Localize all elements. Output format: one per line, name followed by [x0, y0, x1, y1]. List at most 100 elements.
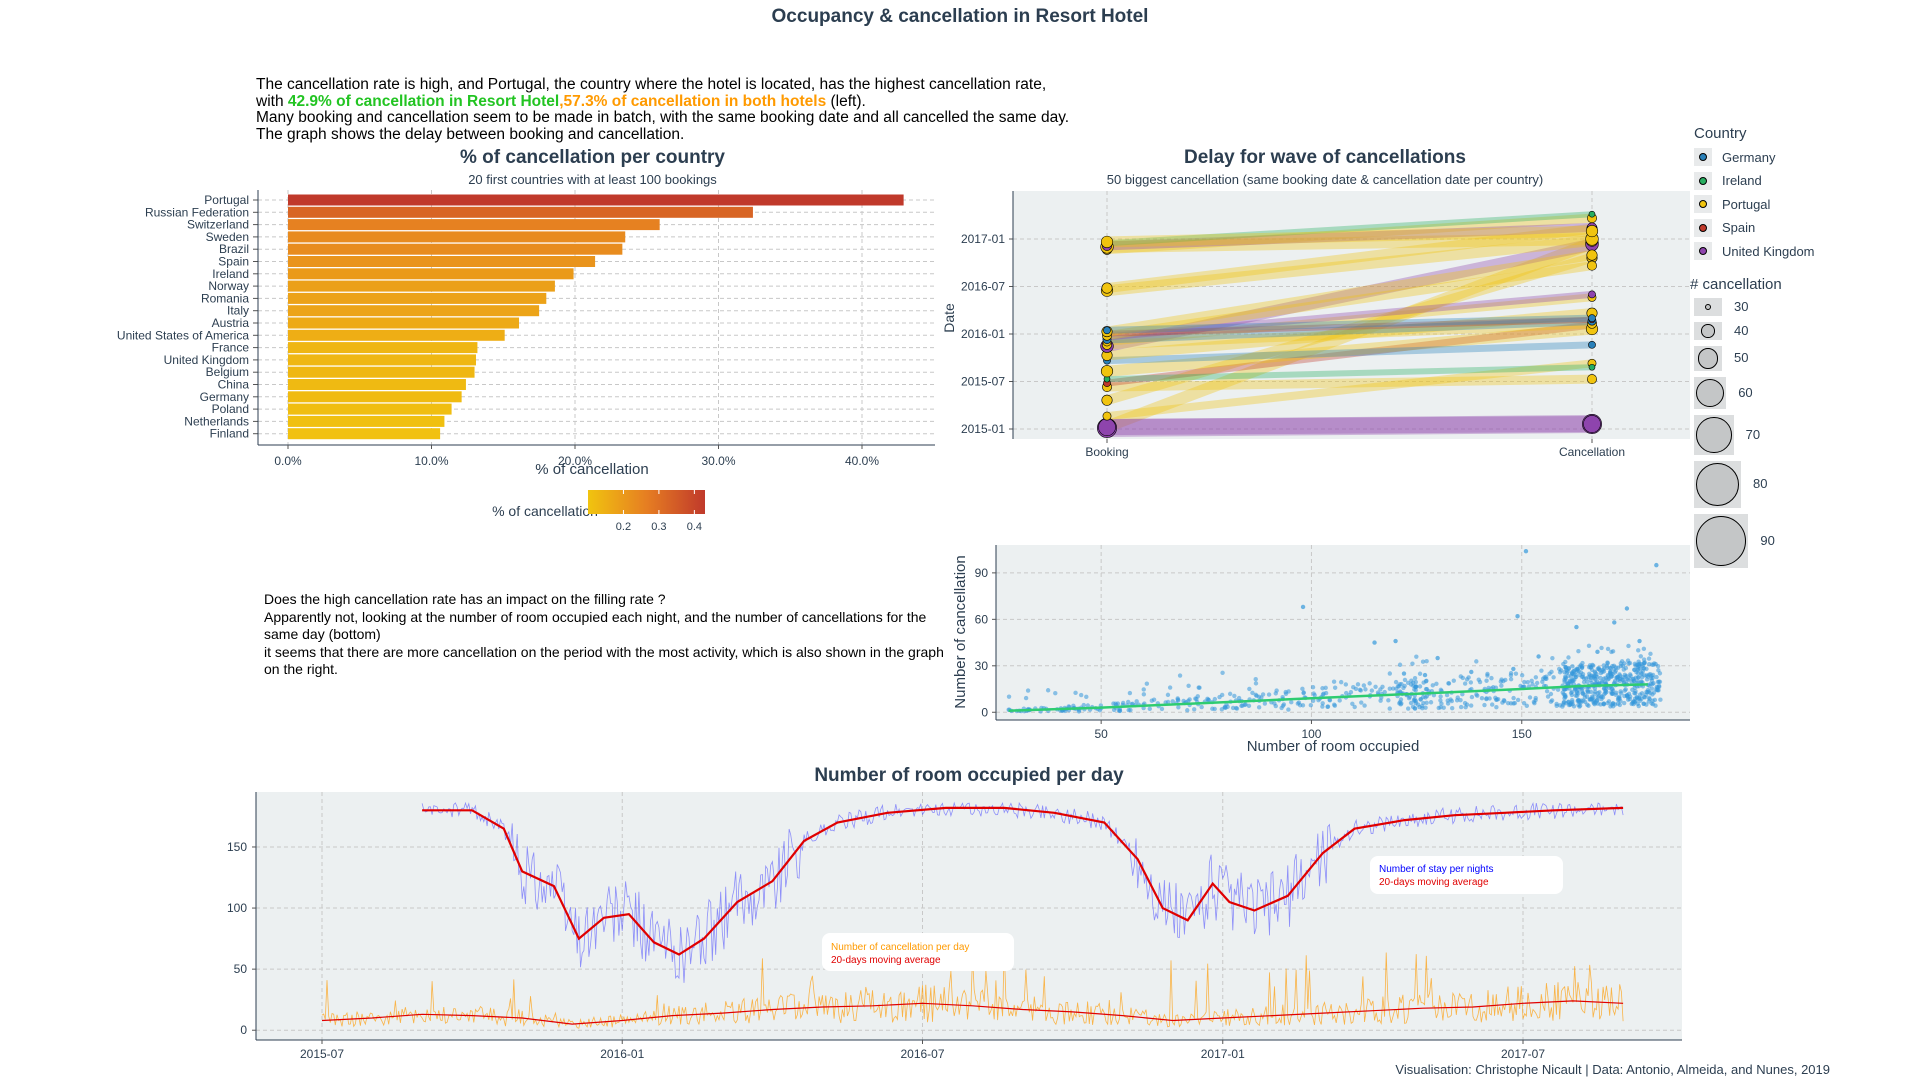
country-legend-item: Portugal: [1694, 195, 1770, 213]
delay-chart: Date 2015-01 2015-07 2016-01 2016-07 2017-01…: [941, 191, 1690, 459]
intro-line-4: The graph shows the delay between bookin…: [256, 125, 685, 143]
scatter-point: [1227, 691, 1233, 697]
scatter-point: [1615, 677, 1621, 682]
scatter-point: [1525, 679, 1530, 685]
bar: [288, 219, 660, 231]
scatter-point: [1401, 671, 1407, 676]
occupancy-y-tick-label: 100: [227, 901, 247, 915]
scatter-point: [1642, 695, 1648, 700]
scatter-point: [1337, 698, 1342, 703]
scatter-point: [1512, 700, 1518, 706]
scatter-point: [1589, 680, 1594, 686]
country-legend-label: Germany: [1722, 149, 1776, 165]
scatter-point: [1192, 707, 1197, 712]
scatter-point: [1205, 696, 1210, 701]
bar-category-label: United States of America: [117, 328, 249, 342]
occupancy-x-tick-label: 2016-01: [600, 1047, 644, 1060]
scatter-point: [1485, 671, 1490, 677]
scatter-point: [1441, 705, 1446, 710]
scatter-point: [1561, 700, 1566, 706]
scatter-point: [1637, 638, 1642, 644]
bar: [288, 428, 441, 440]
size-legend-item: 30: [1694, 298, 1834, 316]
scatter-point: [1458, 674, 1464, 679]
scatter-point: [1565, 669, 1570, 674]
wave-band: [1106, 213, 1593, 255]
wave-band: [1106, 308, 1593, 361]
scatter-point: [1533, 675, 1539, 680]
scatter-point: [1533, 698, 1538, 703]
wave-band: [1106, 222, 1593, 251]
scatter-point: [1549, 669, 1554, 675]
scatter-point: [1574, 693, 1580, 699]
bar-x-tick-label: 10.0%: [414, 454, 448, 468]
scatter-point: [1570, 664, 1575, 669]
legend-dot: [1699, 223, 1707, 232]
scatter-point: [1562, 694, 1568, 699]
scatter-point: [1490, 702, 1495, 707]
scatter-point: [1219, 692, 1225, 698]
bar-category-label: Norway: [208, 279, 249, 293]
legend-key-icon: [1694, 322, 1722, 340]
legend-size-circle: [1696, 515, 1747, 566]
wave-band: [1106, 233, 1593, 253]
legend-size-circle: [1696, 462, 1739, 506]
cancellation-point: [1583, 415, 1601, 433]
stay-annotation-line-1: Number of stay per nights: [1379, 864, 1494, 875]
scatter-point: [1578, 700, 1584, 705]
scatter-point: [1378, 698, 1383, 703]
scatter-point: [1523, 548, 1529, 554]
intro-line-3: Many booking and cancellation seem to be…: [256, 109, 1070, 126]
legend-dot: [1699, 176, 1707, 185]
scatter-point: [1397, 689, 1403, 694]
scatter-point: [1626, 677, 1631, 683]
scatter-point: [1401, 685, 1406, 691]
scatter-point: [1587, 671, 1592, 676]
bar: [288, 342, 478, 354]
scatter-point: [1232, 693, 1237, 699]
scatter-point: [1424, 658, 1429, 664]
scatter-point: [1310, 684, 1316, 690]
scatter-point: [1256, 705, 1262, 710]
wave-band: [1106, 414, 1593, 437]
scatter-point: [1642, 673, 1647, 678]
scatter-point: [1320, 704, 1325, 709]
legend-key-icon: [1694, 148, 1712, 166]
scatter-point: [1250, 690, 1255, 696]
bar: [288, 243, 623, 255]
scatter-point: [1647, 696, 1652, 702]
size-legend-title: # cancellation: [1690, 276, 1782, 293]
scatter-point: [1551, 675, 1556, 680]
bar-category-label: Brazil: [219, 242, 249, 256]
scatter-point: [1420, 659, 1426, 664]
booking-point: [1098, 418, 1116, 437]
scatter-point: [1527, 695, 1533, 700]
scatter-point: [1626, 643, 1631, 649]
scatter-point: [1253, 692, 1258, 698]
bar-category-label: Romania: [201, 291, 249, 305]
scatter-point: [1615, 701, 1621, 706]
scatter-point: [1592, 701, 1597, 707]
wave-band: [1104, 237, 1595, 433]
scatter-point: [1571, 704, 1577, 709]
scatter-point: [1395, 684, 1401, 689]
scatter-point: [1657, 671, 1663, 676]
scatter-point: [1073, 690, 1078, 696]
scatter-point: [1363, 687, 1368, 692]
bar-category-label: Ireland: [212, 267, 249, 281]
bar: [288, 403, 452, 415]
scatter-y-axis-label: Number of cancellation: [952, 555, 969, 708]
scatter-point: [1628, 673, 1633, 679]
intro-text: The cancellation rate is high, and Portu…: [256, 76, 1136, 143]
cancellations-moving-average: [321, 1000, 1624, 1025]
legend-size-circle: [1701, 324, 1715, 338]
scatter-point: [1253, 677, 1258, 682]
scatter-point: [1501, 697, 1507, 703]
bar: [288, 366, 475, 378]
scatter-point: [1562, 679, 1567, 684]
scatter-point: [1648, 676, 1654, 681]
size-legend-label: 90: [1760, 532, 1775, 548]
scatter-point: [1170, 699, 1175, 704]
scatter-point: [1630, 687, 1635, 692]
booking-point: [1100, 235, 1114, 248]
